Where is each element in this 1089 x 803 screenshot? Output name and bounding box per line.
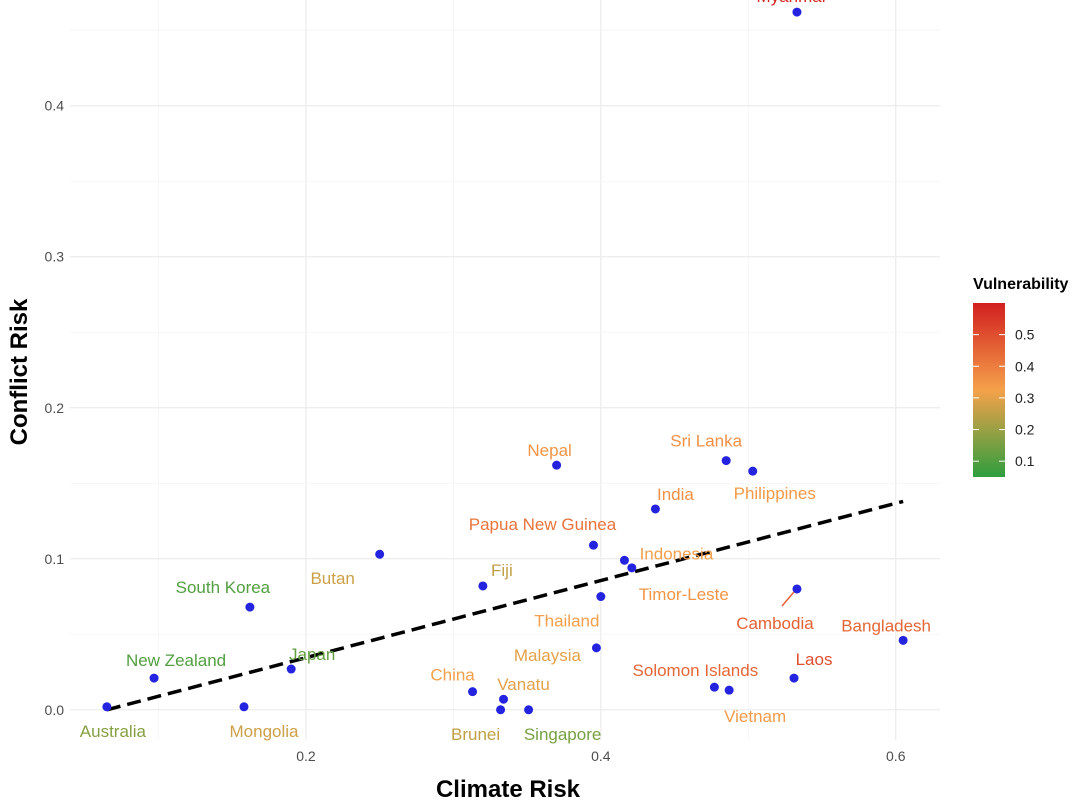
y-axis-title: Conflict Risk bbox=[6, 298, 33, 445]
data-point bbox=[709, 682, 719, 692]
data-point bbox=[468, 687, 478, 697]
point-label: Indonesia bbox=[640, 544, 714, 563]
data-point bbox=[748, 466, 758, 476]
legend: Vulnerability 0.1 0.2 0.3 0.4 0.5 bbox=[973, 276, 1069, 477]
data-point bbox=[619, 555, 629, 565]
data-point bbox=[375, 549, 385, 559]
y-tick-label: 0.4 bbox=[45, 98, 65, 114]
legend-tick-label: 0.1 bbox=[1015, 453, 1035, 469]
data-point bbox=[102, 702, 112, 712]
data-point bbox=[524, 705, 534, 715]
x-axis-title: Climate Risk bbox=[436, 776, 581, 803]
point-label: Papua New Guinea bbox=[469, 515, 617, 534]
point-label: Cambodia bbox=[736, 614, 814, 633]
point-label: Thailand bbox=[534, 612, 599, 631]
legend-colorbar bbox=[973, 303, 1005, 477]
point-label: Butan bbox=[310, 569, 354, 588]
x-tick-label: 0.2 bbox=[296, 748, 316, 764]
point-label: Singapore bbox=[524, 725, 602, 744]
point-label: Myanmar bbox=[757, 0, 828, 6]
axis-ticks: 0.2 0.4 0.6 0.0 0.1 0.2 0.3 0.4 bbox=[45, 98, 906, 764]
point-label: Australia bbox=[80, 722, 147, 741]
point-label: Solomon Islands bbox=[633, 661, 759, 680]
label-leader-line bbox=[781, 591, 795, 607]
point-label: Fiji bbox=[491, 561, 513, 580]
data-point bbox=[792, 584, 802, 594]
data-point bbox=[650, 504, 660, 514]
legend-tick-label: 0.5 bbox=[1015, 327, 1035, 343]
data-point bbox=[596, 592, 606, 602]
data-point bbox=[478, 581, 488, 591]
point-labels: Myanmar Sri Lanka Philippines Nepal India Pap… bbox=[80, 0, 931, 744]
data-point bbox=[627, 563, 637, 573]
data-point bbox=[792, 7, 802, 17]
y-tick-label: 0.3 bbox=[45, 249, 65, 265]
point-label: Timor-Leste bbox=[639, 585, 729, 604]
point-label: Nepal bbox=[527, 441, 571, 460]
point-label: Brunei bbox=[451, 725, 500, 744]
data-point bbox=[149, 673, 159, 683]
point-label: Sri Lanka bbox=[670, 432, 742, 451]
data-point bbox=[499, 694, 509, 704]
data-point bbox=[588, 540, 598, 550]
data-point bbox=[898, 635, 908, 645]
point-label: Vietnam bbox=[724, 707, 786, 726]
point-label: Vanatu bbox=[497, 675, 550, 694]
point-label: Mongolia bbox=[230, 722, 300, 741]
data-point bbox=[789, 673, 799, 683]
y-tick-label: 0.2 bbox=[45, 400, 65, 416]
grid bbox=[70, 0, 940, 740]
point-label: Laos bbox=[796, 650, 833, 669]
data-point bbox=[496, 705, 506, 715]
y-tick-label: 0.1 bbox=[45, 551, 65, 567]
data-point bbox=[245, 602, 255, 612]
point-label: Philippines bbox=[734, 484, 816, 503]
data-point bbox=[591, 643, 601, 653]
x-tick-label: 0.4 bbox=[591, 748, 611, 764]
legend-tick-label: 0.3 bbox=[1015, 390, 1035, 406]
point-label: South Korea bbox=[176, 578, 271, 597]
point-label: New Zealand bbox=[126, 651, 226, 670]
data-point bbox=[239, 702, 249, 712]
data-point bbox=[724, 685, 734, 695]
trend-line-group bbox=[106, 499, 904, 712]
point-label: Japan bbox=[289, 645, 335, 664]
data-point bbox=[721, 456, 731, 466]
point-label: China bbox=[430, 666, 475, 685]
data-point bbox=[552, 460, 562, 470]
x-tick-label: 0.6 bbox=[886, 748, 906, 764]
point-label: India bbox=[657, 485, 694, 504]
legend-tick-label: 0.2 bbox=[1015, 422, 1035, 438]
legend-title: Vulnerability bbox=[973, 276, 1069, 293]
legend-tick-label: 0.4 bbox=[1015, 358, 1035, 374]
data-point bbox=[286, 664, 296, 674]
point-label: Bangladesh bbox=[841, 616, 931, 635]
y-tick-label: 0.0 bbox=[45, 702, 65, 718]
point-label: Malaysia bbox=[514, 646, 582, 665]
trend-line bbox=[106, 499, 904, 712]
data-points bbox=[102, 7, 908, 715]
